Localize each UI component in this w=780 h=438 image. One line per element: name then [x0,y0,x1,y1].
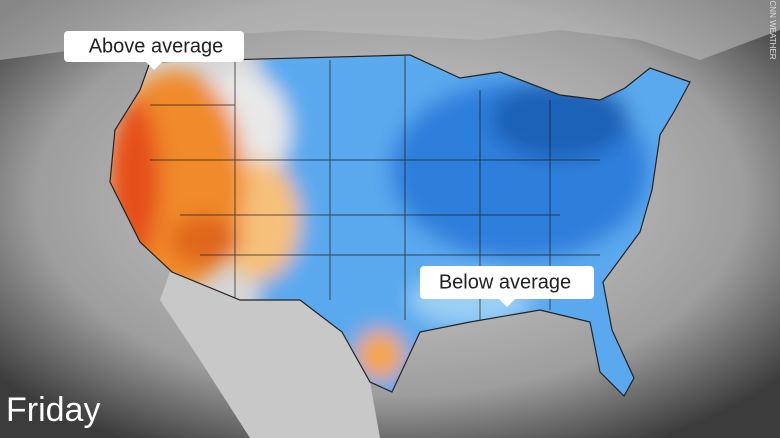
cold-core [490,80,630,160]
temperature-anomaly [110,55,690,396]
callout-label: Below average [439,271,571,293]
hot-core [170,215,240,265]
mexico-land [160,272,380,438]
us-outline [109,54,691,397]
credit: CNN WEATHER [768,1,777,60]
callout-box [64,31,244,70]
canada-land [0,0,780,60]
callout-label: Above average [89,35,224,57]
below-callout: Below average [420,266,594,307]
day-label: Friday [6,391,100,429]
warm-area [355,330,405,380]
state-borders [150,56,600,320]
above-callout: Above average [64,31,244,70]
callout-box [420,266,594,307]
